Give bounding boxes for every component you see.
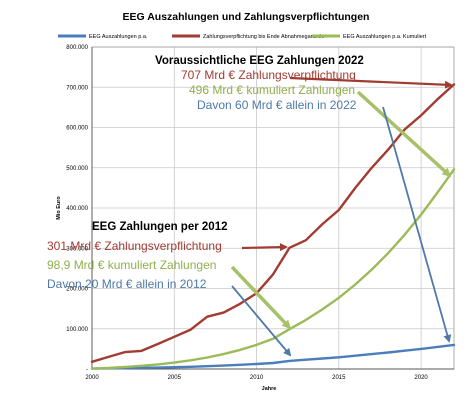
annotation-2012-allein: Davon 20 Mrd € allein in 2012 (47, 277, 207, 291)
arrow-2022-allein (382, 106, 452, 343)
chart-title: EEG Auszahlungen und Zahlungsverpflichtu… (123, 11, 370, 23)
axes (91, 46, 455, 370)
legend: EEG Auszahlungen p.a. Zahlungsverpflicht… (58, 34, 427, 40)
annotation-heading-2022: Voraussichtliche EEG Zahlungen 2022 (155, 55, 364, 67)
y-tick-label: 300.000 (66, 246, 88, 252)
annotation-heading-2012: EEG Zahlungen per 2012 (92, 221, 227, 233)
annotation-2012-verpflichtung: 301 Mrd € Zahlungsverpflichtung (47, 239, 222, 253)
tick-labels: - 100.000 200.000 300.000 400.000 500.000 600.… (66, 45, 428, 381)
y-tick-label: 700.000 (66, 85, 88, 91)
y-tick-label: 600.000 (66, 126, 88, 132)
series-line-auszahlungen (90, 343, 456, 370)
annotation-2022-verpflichtung: 707 Mrd € Zahlungsverpflichtung (181, 68, 356, 82)
x-tick-label: 2015 (332, 375, 346, 381)
y-tick-label: 500.000 (66, 166, 88, 172)
arrow-2022-kumuliert (356, 90, 452, 178)
x-tick-label: 2020 (414, 375, 428, 381)
x-tick-label: 2000 (85, 375, 99, 381)
annotation-arrows (230, 76, 453, 357)
annotation-2022-kumuliert: 496 Mrd € kumuliert Zahlungen (189, 83, 355, 97)
arrow-2012-kumuliert (230, 265, 292, 330)
x-axis-label: Jahre (262, 386, 277, 392)
legend-label-verpflichtung: Zahlungsverpflichtung bis Ende Abnahmega… (203, 34, 324, 40)
annotation-2012-kumuliert: 98,9 Mrd € kumuliert Zahlungen (47, 258, 216, 272)
arrow-2022-verpflichtung (289, 76, 453, 89)
y-axis-label: Mio Euro (56, 196, 62, 220)
annotation-2022-allein: Davon 60 Mrd € allein in 2022 (197, 98, 357, 112)
legend-label-kumuliert: EEG Auszahlungen p.a. Kumuliert (343, 34, 427, 40)
arrow-2012-verpflichtung (241, 243, 288, 252)
y-tick-label: 200.000 (66, 287, 88, 293)
x-tick-label: 2010 (250, 375, 264, 381)
x-tick-label: 2005 (168, 375, 182, 381)
y-tick-label: 800.000 (66, 45, 88, 51)
annotations: Voraussichtliche EEG Zahlungen 2022 707 … (47, 55, 364, 291)
y-tick-label: 400.000 (66, 206, 88, 212)
series-line-kumuliert (90, 168, 456, 370)
y-tick-label: - (86, 367, 88, 373)
y-tick-label: 100.000 (66, 327, 88, 333)
arrow-2012-allein (231, 285, 292, 357)
legend-label-auszahlungen: EEG Auszahlungen p.a. (89, 34, 148, 40)
